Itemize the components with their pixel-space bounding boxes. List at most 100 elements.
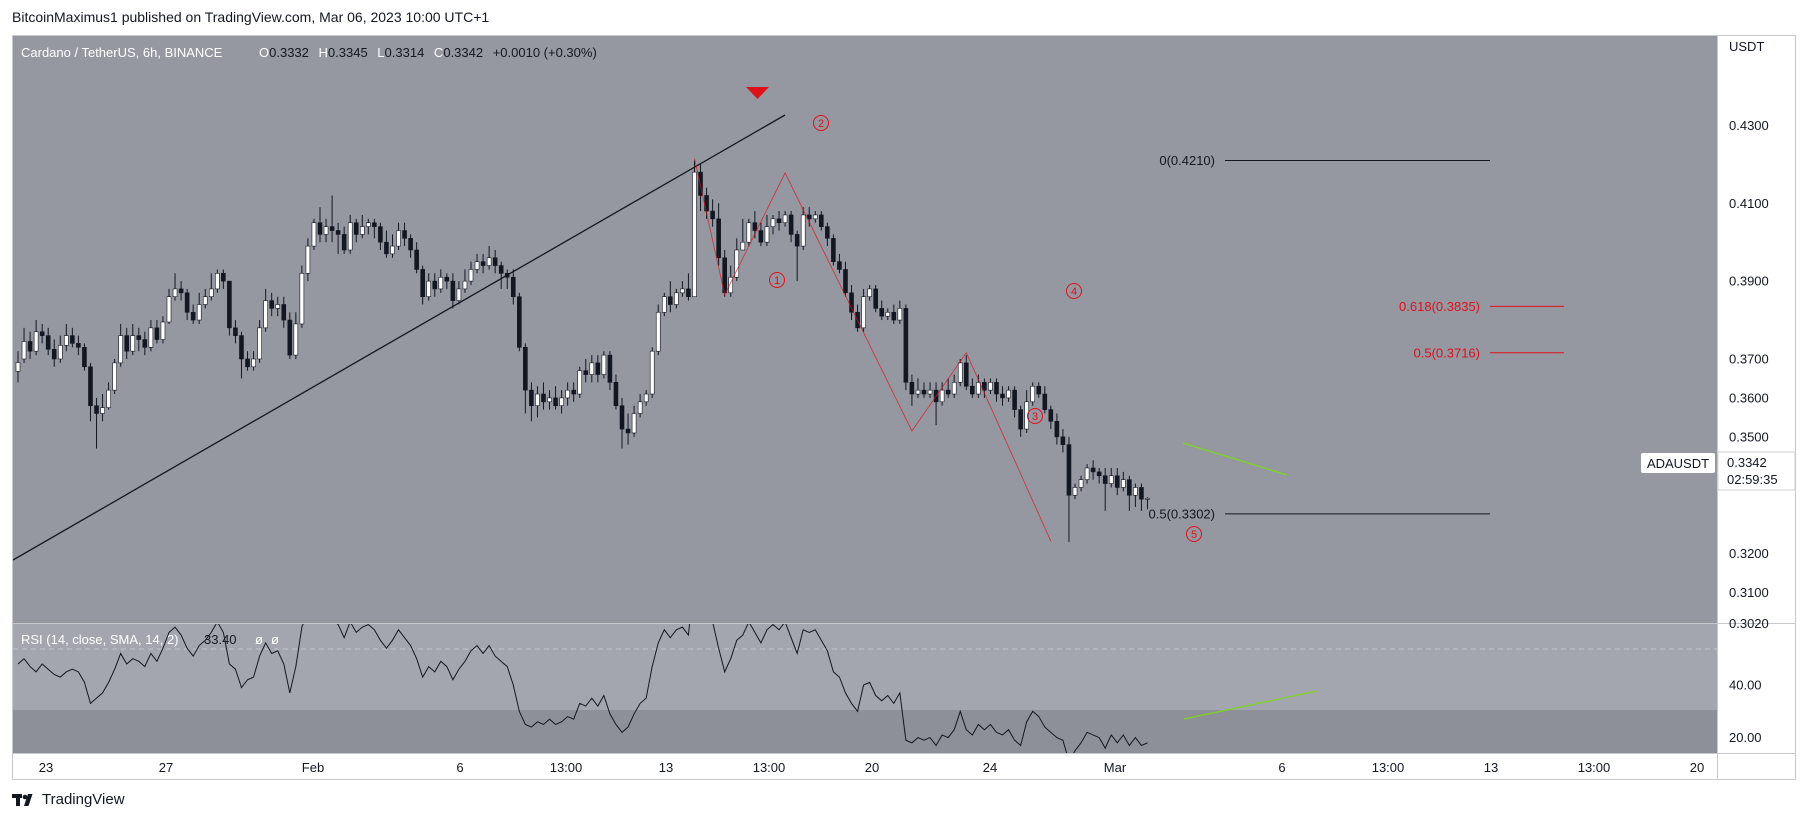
candle <box>885 308 891 321</box>
candle <box>595 355 601 383</box>
candle-body <box>384 241 389 255</box>
candle <box>227 280 232 336</box>
candle-body <box>366 222 371 227</box>
candle <box>535 386 540 418</box>
candle-body <box>800 214 806 247</box>
candle-body <box>535 393 540 407</box>
price-tick-label: 0.4300 <box>1729 118 1769 133</box>
candle-body <box>94 405 99 414</box>
candle <box>474 253 480 274</box>
candle <box>661 292 667 317</box>
rsi-oversold-zone <box>13 710 1717 753</box>
candle <box>384 230 389 258</box>
time-tick-label: 13:00 <box>550 760 583 775</box>
candle-body <box>1114 475 1120 488</box>
candle-body <box>1000 393 1005 399</box>
candle <box>486 246 492 270</box>
candle-body <box>517 296 522 348</box>
candle <box>788 211 794 243</box>
candle <box>607 351 613 391</box>
candle-body <box>474 261 480 270</box>
candle-body <box>812 214 818 220</box>
candle-body <box>649 350 655 395</box>
candle <box>800 207 806 250</box>
candle-body <box>595 362 601 375</box>
time-tick-label: 13:00 <box>753 760 786 775</box>
brand[interactable]: TradingView <box>12 791 125 808</box>
candle-body <box>963 362 969 387</box>
rsi-line <box>17 624 1148 753</box>
candle-body <box>541 393 546 403</box>
candle-body <box>776 218 782 224</box>
candle-body <box>831 238 836 262</box>
price-tick-label: 0.3020 <box>1729 616 1769 631</box>
candle-body <box>33 331 39 352</box>
candle <box>426 273 432 301</box>
price-axis-unit: USDT <box>1729 39 1764 54</box>
candle-body <box>613 382 619 407</box>
time-tick-label: 13:00 <box>1578 760 1611 775</box>
candle <box>649 347 655 398</box>
candle <box>619 397 625 449</box>
candle <box>281 296 287 328</box>
price-tag-value: 0.3342 <box>1727 455 1767 470</box>
candle-body <box>909 382 915 395</box>
fib-level: 0.5(0.3716) <box>1414 345 1564 360</box>
candle <box>1060 429 1066 453</box>
candle-body <box>861 296 866 329</box>
candle-body <box>1072 487 1078 496</box>
candle <box>819 211 824 231</box>
candle-body <box>619 405 625 430</box>
candle-body <box>788 214 794 235</box>
candle <box>782 211 788 227</box>
candle-body <box>136 335 142 340</box>
time-tick-label: Mar <box>1104 760 1127 775</box>
candle <box>571 382 576 402</box>
candle <box>154 320 160 344</box>
candle <box>770 214 776 235</box>
candle <box>945 378 951 398</box>
fib-level: 0.5(0.3302) <box>1149 506 1490 521</box>
candle <box>613 374 619 410</box>
candle <box>15 351 21 383</box>
candle-body <box>233 327 238 336</box>
candle <box>1090 460 1096 480</box>
candle <box>1078 475 1084 492</box>
time-tick-label: Feb <box>302 760 324 775</box>
candle-body <box>414 249 419 270</box>
candle-body <box>806 214 812 220</box>
candle-body <box>438 276 444 290</box>
candle-body <box>837 261 842 270</box>
candle <box>160 316 166 344</box>
candle-body <box>1096 471 1102 477</box>
candle <box>523 343 528 414</box>
candle <box>776 211 782 231</box>
candle <box>643 390 649 406</box>
candle-body <box>637 401 643 414</box>
candle <box>408 234 413 258</box>
candle <box>432 273 438 297</box>
wave-label-text: 2 <box>818 118 824 130</box>
candle <box>843 261 848 297</box>
candle-body <box>239 335 244 360</box>
elliott-wave-path <box>694 158 1052 542</box>
candle <box>1084 464 1090 484</box>
candle <box>1054 413 1060 445</box>
candle-body <box>825 226 830 239</box>
candle-body <box>208 288 214 298</box>
candle <box>1000 386 1005 406</box>
candle <box>794 230 800 282</box>
candle <box>849 285 854 321</box>
candle-body <box>927 389 933 395</box>
candle <box>655 304 661 356</box>
candle <box>450 273 456 309</box>
candle-body <box>486 257 492 266</box>
candle-body <box>668 296 673 305</box>
candle-body <box>166 296 172 323</box>
candle-body <box>643 393 649 403</box>
candle <box>70 327 75 348</box>
candle <box>668 281 673 313</box>
candle-body <box>196 304 202 321</box>
